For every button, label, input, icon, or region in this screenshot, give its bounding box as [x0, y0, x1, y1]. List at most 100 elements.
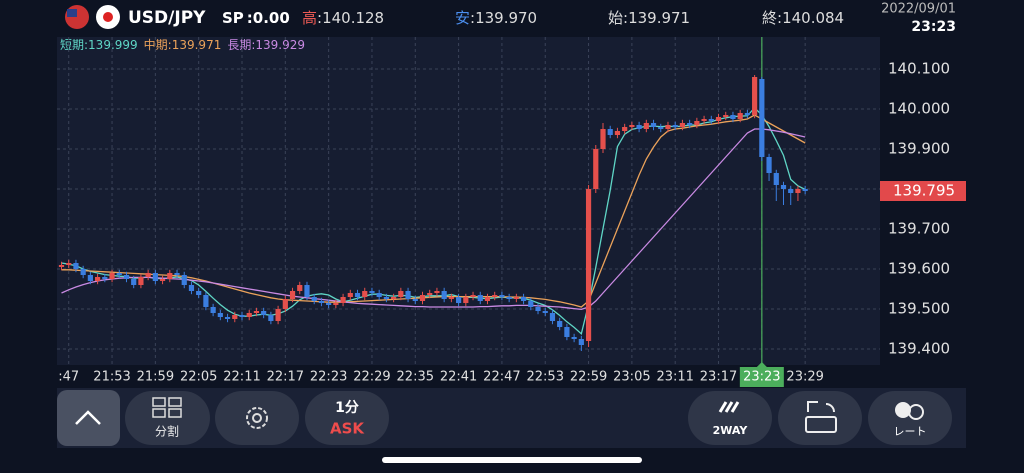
plot-area	[57, 37, 880, 365]
spread: SP:0.00	[222, 9, 290, 27]
candle-body	[499, 295, 505, 297]
candle-body	[66, 263, 72, 265]
candle-body	[109, 273, 115, 279]
gear-icon	[246, 407, 268, 429]
y-tick-label: 139.600	[888, 260, 950, 278]
candle-body	[412, 299, 418, 301]
x-tick-label: 23:23	[743, 370, 780, 385]
candle-body	[520, 297, 527, 301]
candle-body	[232, 315, 238, 319]
interval: 1分	[335, 400, 359, 416]
candle-body	[239, 315, 245, 317]
candle-body	[484, 297, 491, 301]
split-button[interactable]: 分割	[125, 391, 210, 445]
candle-body	[759, 79, 765, 157]
spread-label: SP	[222, 9, 244, 27]
rate-button[interactable]: レート	[868, 391, 952, 445]
y-tick-label: 139.500	[888, 300, 950, 318]
button-bg	[868, 391, 952, 445]
candle-body	[145, 273, 151, 277]
close-value: :140.084	[777, 9, 844, 27]
grid-icon	[168, 408, 182, 418]
candle-body	[723, 115, 729, 117]
candle-body	[672, 125, 678, 127]
candle-body	[542, 311, 548, 313]
candle-body	[405, 291, 411, 299]
candle-body	[289, 291, 296, 299]
current-price-tag	[880, 181, 966, 201]
candle-body	[535, 307, 541, 311]
open: 始:139.971	[608, 9, 690, 27]
candle-body	[730, 115, 736, 119]
candle-body	[434, 291, 440, 293]
candle-body	[448, 297, 454, 299]
candle-body	[773, 173, 779, 185]
candle-body	[701, 119, 707, 121]
candle-body	[456, 297, 462, 303]
rotate-icon	[805, 416, 837, 433]
candle-body	[477, 295, 483, 301]
high-value: :140.128	[317, 9, 384, 27]
x-tick-label: 22:35	[397, 370, 434, 385]
x-tick-label: 23:17	[700, 370, 737, 385]
candle-body	[138, 277, 144, 285]
candle-body	[188, 285, 195, 291]
rotate-icon	[807, 401, 835, 413]
button-bg	[125, 391, 210, 445]
x-tick-label: 22:23	[310, 370, 347, 385]
candle-body	[622, 127, 628, 131]
candle-body	[297, 285, 303, 291]
candle-body	[376, 293, 382, 297]
rotate-button[interactable]	[778, 391, 862, 445]
candle-body	[441, 291, 447, 299]
home-indicator	[382, 457, 642, 463]
up-arrow-icon	[75, 410, 101, 425]
candle-body	[354, 293, 361, 297]
grid-icon	[168, 397, 182, 407]
candle-body	[210, 307, 216, 313]
candle-body	[513, 297, 519, 299]
rate-icon	[895, 402, 911, 418]
candle-body	[369, 291, 375, 293]
candle-body	[253, 311, 260, 313]
candle-body	[326, 303, 332, 305]
candle-body	[246, 313, 252, 317]
candle-body	[564, 327, 570, 337]
x-tick-label: 22:53	[527, 370, 564, 385]
open-label: 始	[608, 9, 623, 27]
candle-body	[715, 117, 722, 121]
candle-body	[629, 125, 635, 127]
twoway-button[interactable]: 2WAY	[688, 391, 772, 445]
candle-body	[131, 279, 137, 285]
x-tick-label: 21:59	[137, 370, 174, 385]
candle-body	[802, 189, 808, 191]
candle-body	[311, 297, 317, 301]
close: 終:140.084	[762, 9, 844, 27]
candle-body	[687, 123, 693, 125]
interval-button[interactable]: 1分 ASK	[305, 391, 389, 445]
candle-body	[282, 299, 288, 309]
candle-body	[340, 297, 346, 303]
button-label: 分割	[155, 424, 179, 439]
candle-body	[123, 275, 130, 279]
low-label: 安	[455, 9, 470, 27]
candle-body	[636, 125, 642, 129]
candle-body	[593, 149, 599, 189]
settings-button[interactable]	[215, 391, 299, 445]
candle-body	[578, 339, 584, 345]
crosshair-marker	[756, 362, 767, 367]
candle-body	[571, 337, 577, 339]
collapse-button[interactable]	[57, 390, 120, 446]
close-label: 終	[762, 9, 777, 27]
candle-body	[383, 297, 389, 299]
candle-body	[557, 321, 563, 327]
candle-body	[217, 313, 223, 317]
candle-body	[679, 123, 686, 127]
button-bg	[57, 390, 120, 446]
candle-body	[95, 277, 101, 281]
candle-body	[614, 131, 621, 135]
candle-body	[737, 113, 743, 119]
candle-body	[159, 279, 166, 281]
y-tick-label: 139.400	[888, 340, 950, 358]
open-value: :139.971	[623, 9, 690, 27]
